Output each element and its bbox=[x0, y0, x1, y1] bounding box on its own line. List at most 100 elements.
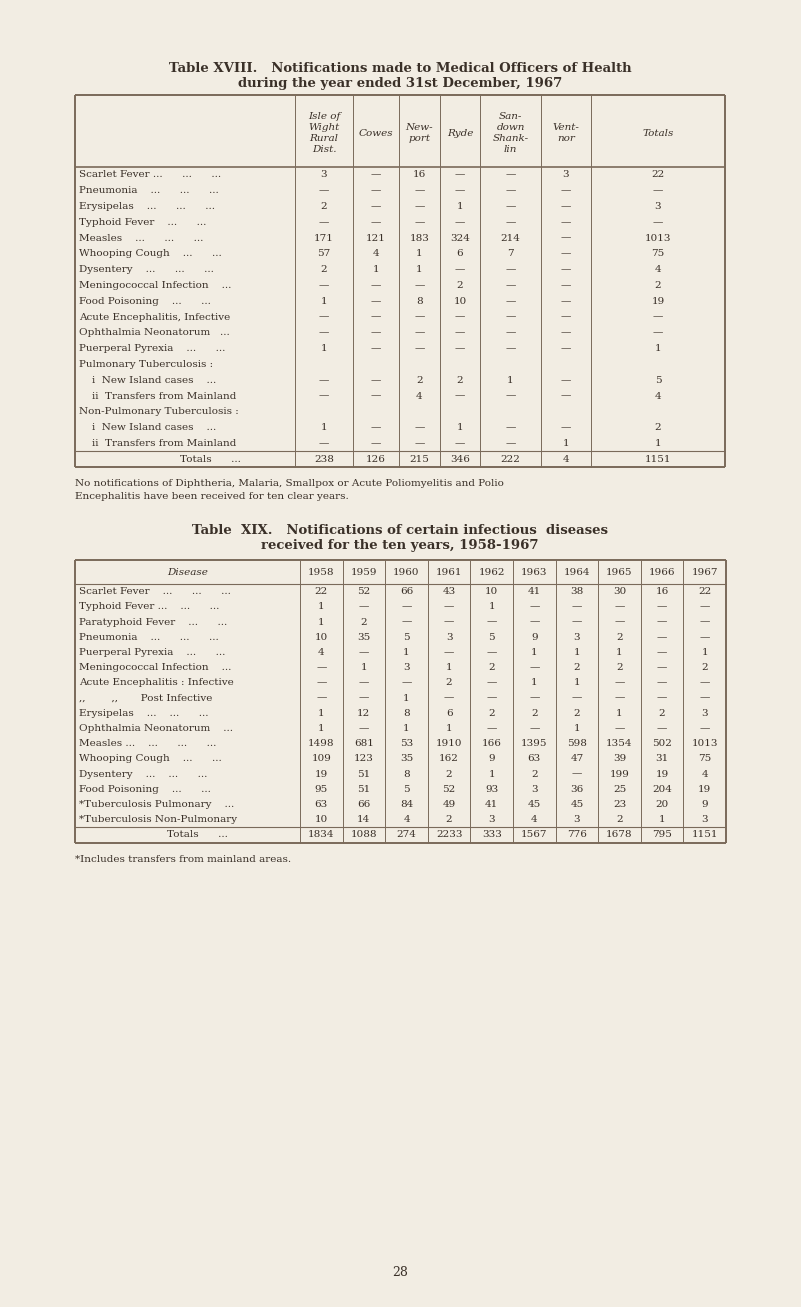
Text: Puerperal Pyrexia    ...      ...: Puerperal Pyrexia ... ... bbox=[79, 344, 225, 353]
Text: Shank-: Shank- bbox=[493, 135, 529, 142]
Text: ,,        ,,       Post Infective: ,, ,, Post Infective bbox=[79, 694, 212, 703]
Text: 1: 1 bbox=[318, 708, 324, 718]
Text: 95: 95 bbox=[315, 786, 328, 793]
Text: 324: 324 bbox=[450, 234, 470, 243]
Text: 52: 52 bbox=[357, 587, 371, 596]
Text: 2: 2 bbox=[320, 265, 328, 274]
Text: 19: 19 bbox=[655, 770, 669, 779]
Text: —: — bbox=[444, 618, 454, 626]
Text: 1965: 1965 bbox=[606, 567, 633, 576]
Text: 2: 2 bbox=[446, 816, 453, 825]
Text: Pulmonary Tuberculosis :: Pulmonary Tuberculosis : bbox=[79, 359, 213, 369]
Text: —: — bbox=[505, 312, 516, 322]
Text: 126: 126 bbox=[366, 455, 386, 464]
Text: 19: 19 bbox=[315, 770, 328, 779]
Text: —: — bbox=[455, 170, 465, 179]
Text: Ophthalmia Neonatorum    ...: Ophthalmia Neonatorum ... bbox=[79, 724, 233, 733]
Text: 1: 1 bbox=[616, 708, 623, 718]
Text: —: — bbox=[371, 170, 381, 179]
Text: 1: 1 bbox=[320, 344, 328, 353]
Text: —: — bbox=[371, 297, 381, 306]
Text: 1961: 1961 bbox=[436, 567, 462, 576]
Text: —: — bbox=[561, 328, 571, 337]
Text: —: — bbox=[359, 724, 369, 733]
Text: 183: 183 bbox=[409, 234, 429, 243]
Text: 238: 238 bbox=[314, 455, 334, 464]
Text: —: — bbox=[371, 218, 381, 227]
Text: —: — bbox=[561, 392, 571, 401]
Text: 75: 75 bbox=[698, 754, 711, 763]
Text: 5: 5 bbox=[403, 633, 410, 642]
Text: —: — bbox=[505, 170, 516, 179]
Text: —: — bbox=[657, 678, 667, 687]
Text: i  New Island cases    ...: i New Island cases ... bbox=[79, 376, 216, 384]
Text: —: — bbox=[371, 281, 381, 290]
Text: —: — bbox=[657, 618, 667, 626]
Text: —: — bbox=[572, 618, 582, 626]
Text: —: — bbox=[414, 439, 425, 448]
Text: Whooping Cough    ...      ...: Whooping Cough ... ... bbox=[79, 250, 222, 259]
Text: 63: 63 bbox=[315, 800, 328, 809]
Text: 22: 22 bbox=[698, 587, 711, 596]
Text: Dysentery    ...    ...      ...: Dysentery ... ... ... bbox=[79, 770, 207, 779]
Text: 1: 1 bbox=[654, 344, 662, 353]
Text: —: — bbox=[371, 376, 381, 384]
Text: 57: 57 bbox=[317, 250, 331, 259]
Text: 1: 1 bbox=[403, 648, 410, 657]
Text: 16: 16 bbox=[413, 170, 426, 179]
Text: 2: 2 bbox=[702, 663, 708, 672]
Text: —: — bbox=[561, 265, 571, 274]
Text: Dist.: Dist. bbox=[312, 145, 336, 154]
Text: —: — bbox=[561, 376, 571, 384]
Text: 1: 1 bbox=[531, 648, 537, 657]
Text: —: — bbox=[561, 218, 571, 227]
Text: 2233: 2233 bbox=[436, 830, 462, 839]
Text: 1: 1 bbox=[318, 618, 324, 626]
Text: 49: 49 bbox=[442, 800, 456, 809]
Text: 20: 20 bbox=[655, 800, 669, 809]
Text: 14: 14 bbox=[357, 816, 371, 825]
Text: Food Poisoning    ...      ...: Food Poisoning ... ... bbox=[79, 297, 211, 306]
Text: —: — bbox=[505, 423, 516, 433]
Text: 1834: 1834 bbox=[308, 830, 335, 839]
Text: —: — bbox=[414, 344, 425, 353]
Text: —: — bbox=[699, 678, 710, 687]
Text: 4: 4 bbox=[417, 392, 423, 401]
Text: —: — bbox=[444, 603, 454, 612]
Text: 25: 25 bbox=[613, 786, 626, 793]
Text: 1088: 1088 bbox=[351, 830, 377, 839]
Text: —: — bbox=[486, 678, 497, 687]
Text: 36: 36 bbox=[570, 786, 583, 793]
Text: 30: 30 bbox=[613, 587, 626, 596]
Text: —: — bbox=[316, 663, 327, 672]
Text: —: — bbox=[414, 328, 425, 337]
Text: during the year ended 31st December, 1967: during the year ended 31st December, 196… bbox=[238, 77, 562, 90]
Text: 4: 4 bbox=[562, 455, 570, 464]
Text: 4: 4 bbox=[318, 648, 324, 657]
Text: 6: 6 bbox=[457, 250, 463, 259]
Text: —: — bbox=[699, 603, 710, 612]
Text: 38: 38 bbox=[570, 587, 583, 596]
Text: —: — bbox=[359, 694, 369, 703]
Text: 8: 8 bbox=[417, 297, 423, 306]
Text: —: — bbox=[486, 618, 497, 626]
Text: 4: 4 bbox=[654, 265, 662, 274]
Text: —: — bbox=[614, 618, 625, 626]
Text: 1: 1 bbox=[574, 648, 580, 657]
Text: —: — bbox=[505, 218, 516, 227]
Text: 2: 2 bbox=[489, 663, 495, 672]
Text: 2: 2 bbox=[616, 816, 623, 825]
Text: —: — bbox=[529, 724, 540, 733]
Text: 1151: 1151 bbox=[645, 455, 671, 464]
Text: 1: 1 bbox=[658, 816, 666, 825]
Text: 51: 51 bbox=[357, 786, 371, 793]
Text: Wight: Wight bbox=[308, 123, 340, 132]
Text: —: — bbox=[614, 694, 625, 703]
Text: 39: 39 bbox=[613, 754, 626, 763]
Text: —: — bbox=[653, 218, 663, 227]
Text: 45: 45 bbox=[528, 800, 541, 809]
Text: 3: 3 bbox=[574, 816, 580, 825]
Text: 1678: 1678 bbox=[606, 830, 633, 839]
Text: 199: 199 bbox=[610, 770, 630, 779]
Text: 51: 51 bbox=[357, 770, 371, 779]
